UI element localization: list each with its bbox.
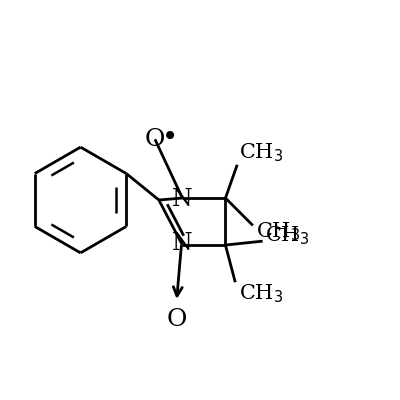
Text: N: N [172,232,193,254]
Text: N: N [172,188,193,212]
Text: CH$_3$: CH$_3$ [256,220,300,243]
Text: CH$_3$: CH$_3$ [239,283,284,305]
Text: CH$_3$: CH$_3$ [265,224,309,246]
Text: •: • [162,123,178,151]
Text: O: O [166,308,187,331]
Text: O: O [145,128,165,151]
Text: CH$_3$: CH$_3$ [239,142,284,164]
